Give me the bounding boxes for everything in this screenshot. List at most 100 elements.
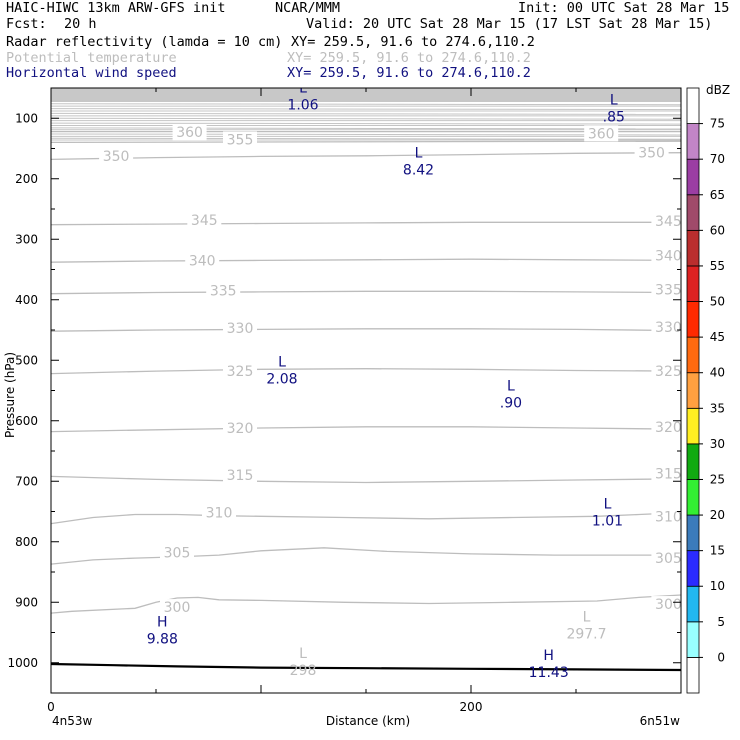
isentrope-335 [51,290,681,295]
isentrope-label-bg [206,282,241,299]
wind-extremum-mark: L [299,80,307,96]
isentrope-label-bg [651,247,681,264]
wind-extremum-value: 9.88 [147,632,178,648]
isentrope-315 [51,475,681,484]
wind-extremum-value: .90 [500,396,522,412]
colorbar-label: 20 [710,508,725,522]
isentrope-label: 360 [176,125,203,141]
plot-frame [50,87,682,694]
wind-extremum-value: 2.08 [266,371,297,387]
x-tick-label: 0 [47,700,55,714]
isentrope-label-bg [651,508,681,525]
isentrope-upper [51,133,681,136]
isentrope-label-bg [223,363,257,380]
isentrope-label-bg [202,504,236,521]
colorbar-label: 30 [710,437,725,451]
wind-extremum-mark: H [543,648,554,664]
wind-extremum-mark: L [507,379,515,395]
isentrope-upper [51,108,681,111]
isentrope-310 [51,512,681,525]
colorbar-label: 15 [710,544,725,558]
y-tick-label: 700 [15,474,38,488]
isentrope-upper [51,127,681,130]
theta-extremum-value: 298 [290,663,317,679]
colorbar-swatch [686,158,700,196]
field-name-wind: Horizontal wind speed [6,65,177,81]
colorbar-label: 75 [710,117,725,131]
isentrope-label: 345 [655,214,682,230]
isentrope-label-bg [651,465,681,482]
isentrope-label: 310 [655,509,682,525]
top-shading [51,88,681,102]
theta-extremum-value: 297.7 [566,627,606,643]
y-tick-label: 1000 [7,656,38,670]
isentrope-label-bg [160,599,194,616]
x-tick-label: 200 [460,700,483,714]
wind-extremum-value: 11.43 [529,665,569,681]
isentrope-label-bg [160,544,194,561]
colorbar-swatch [686,123,700,160]
isentrope-label: 325 [227,364,254,380]
colorbar-label: 50 [710,295,725,309]
isentrope-label-bg [99,147,134,164]
colorbar-swatch [686,550,700,587]
colorbar-label: 5 [717,615,725,629]
y-tick-label: 100 [15,111,38,125]
isentrope-label-bg [634,144,669,161]
x-right-end-label: 6n51w [640,714,681,728]
org-label: NCAR/MMM [275,0,341,16]
isentrope-label-bg [185,252,220,269]
colorbar-label: 35 [710,401,725,415]
colorbar-swatch [686,479,700,516]
isentrope-upper [51,117,681,120]
y-tick-label: 500 [15,353,38,367]
isentrope-label: 350 [638,146,665,162]
colorbar-swatch [686,336,700,374]
y-tick-label: 400 [15,293,38,307]
x-left-end-label: 4n53w [52,714,93,728]
colorbar-label: 65 [710,188,725,202]
field-name-reflectivity: Radar reflectivity (lamda = 10 cm) [6,34,283,50]
theta-extremum-mark: L [583,610,591,626]
isentrope-label-bg [584,125,619,142]
isentrope-355 [51,140,681,144]
isentrope-label-bg [651,550,681,567]
isentrope-label: 305 [655,551,682,567]
colorbar-label: 60 [710,223,725,237]
isentrope-label-bg [651,318,681,335]
fcst-value: 20 h [64,16,97,32]
init-time: Init: 00 UTC Sat 28 Mar 15 [518,0,730,16]
colorbar-swatch [686,443,700,480]
wind-extremum-mark: L [415,146,423,162]
y-tick-label: 200 [15,172,38,186]
wind-extremum-value: 1.01 [592,514,623,530]
y-tick-label: 600 [15,414,38,428]
isentrope-label: 340 [655,249,682,265]
isentrope-label-bg [651,363,681,380]
wind-extremum-value: 1.06 [287,97,318,113]
isentrope-label: 325 [655,364,682,380]
isentrope-label: 330 [227,321,254,337]
isentrope-label: 315 [655,466,682,482]
isentrope-label-bg [651,281,681,298]
y-tick-label: 800 [15,535,38,549]
colorbar-swatch [686,657,700,694]
isentrope-label-bg [223,131,257,148]
isentrope-325 [51,368,681,375]
wind-extremum-mark: H [157,615,168,631]
x-axis-label: Distance (km) [326,714,410,728]
isentrope-label-bg [223,420,257,437]
isentrope-label: 350 [103,149,130,165]
wind-extremum-value: .85 [603,109,625,125]
colorbar-swatch [686,372,700,409]
isentrope-330 [51,328,681,332]
isentrope-label: 335 [655,282,682,298]
isentrope-upper [51,103,681,106]
fcst-label: Fcst: [6,16,47,32]
isentrope-label-bg [172,124,207,141]
isentrope-350 [51,152,681,161]
isentrope-label-bg [223,320,257,337]
isentrope-label-bg [187,211,222,228]
isentrope-305 [51,547,681,565]
